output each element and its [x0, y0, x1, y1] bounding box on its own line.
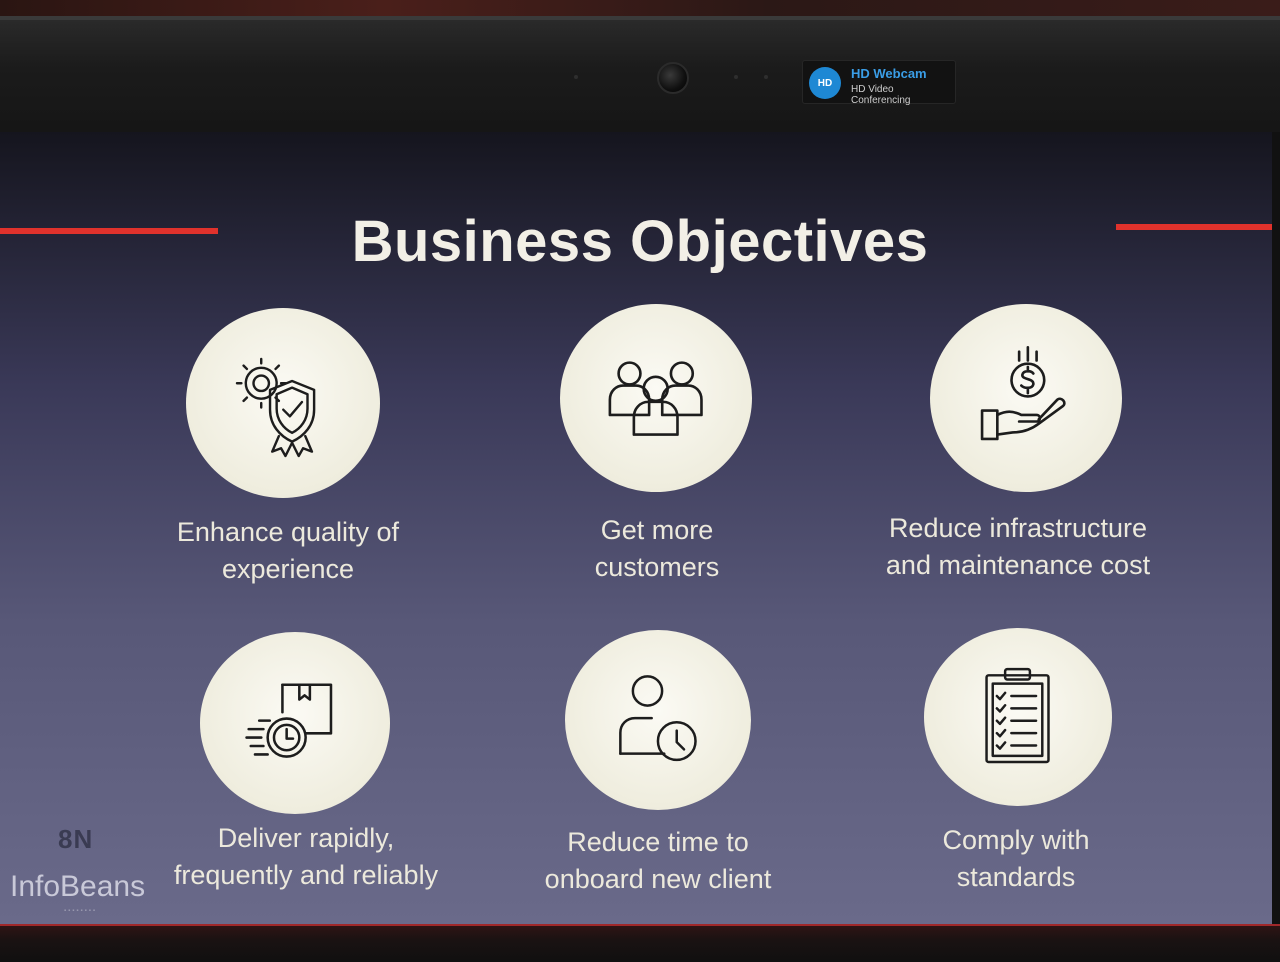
logo-tagline-mark: ▪▪▪▪▪▪▪▪: [64, 908, 98, 914]
objective-circle-customers: [560, 304, 752, 492]
objective-label-line: Reduce infrastructure: [888, 513, 1148, 543]
title-rule-right: [1116, 224, 1272, 230]
objective-label-line: customers: [594, 552, 720, 582]
clipboard-checklist-icon: [985, 668, 1051, 764]
slide-title: Business Objectives: [351, 209, 929, 274]
bezel-sensor-dot: [574, 75, 578, 79]
objective-label-comply: Comply with standards: [856, 822, 1176, 896]
objective-label-line: Get more: [600, 515, 714, 545]
webcam-title: HD Webcam: [851, 66, 927, 81]
bezel-sensor-dot: [764, 75, 768, 79]
objective-label-line: Reduce time to: [567, 827, 749, 857]
infobeans-logo: InfoBeans: [10, 870, 146, 903]
objective-label-line: Comply with: [942, 825, 1090, 855]
gear-shield-icon: [235, 357, 316, 458]
objective-circle-cost: [930, 304, 1122, 492]
fast-delivery-icon: [245, 683, 333, 759]
monitor-bottom-bezel: [0, 924, 1280, 962]
corner-mark: 8N: [58, 824, 94, 854]
objective-label-line: onboard new client: [544, 864, 772, 894]
slide-screen: Business Objectives Enhance quality of e…: [0, 132, 1272, 926]
objective-label-line: Enhance quality of: [176, 517, 400, 547]
objective-circle-delivery: [200, 632, 390, 814]
hand-coin-icon: [981, 346, 1066, 441]
objective-label-delivery: Deliver rapidly, frequently and reliably: [146, 820, 466, 894]
webcam-lens: [657, 62, 689, 94]
objective-label-cost: Reduce infrastructure and maintenance co…: [858, 510, 1178, 584]
objective-label-onboard: Reduce time to onboard new client: [498, 824, 818, 898]
webcam-badge: HD HD Webcam HD Video Conferencing: [802, 60, 956, 106]
objective-label-line: standards: [956, 862, 1076, 892]
objective-circle-quality: [186, 308, 380, 498]
objective-label-line: frequently and reliably: [173, 860, 439, 890]
hd-camera-icon: HD: [809, 67, 841, 99]
monitor-top-bezel: [0, 16, 1280, 140]
bezel-sensor-dot: [734, 75, 738, 79]
objective-label-line: and maintenance cost: [885, 550, 1151, 580]
user-clock-icon: [619, 674, 697, 761]
objective-label-quality: Enhance quality of experience: [128, 514, 448, 588]
objective-label-line: Deliver rapidly,: [217, 823, 395, 853]
monitor-right-edge: [1272, 132, 1280, 926]
objective-label-line: experience: [221, 554, 355, 584]
objective-circle-onboard: [565, 630, 751, 810]
title-rule-left: [0, 228, 218, 234]
objective-circle-comply: [924, 628, 1112, 806]
group-people-icon: [608, 361, 704, 437]
objective-label-customers: Get more customers: [497, 512, 817, 586]
webcam-subtitle: HD Video Conferencing: [851, 84, 911, 106]
